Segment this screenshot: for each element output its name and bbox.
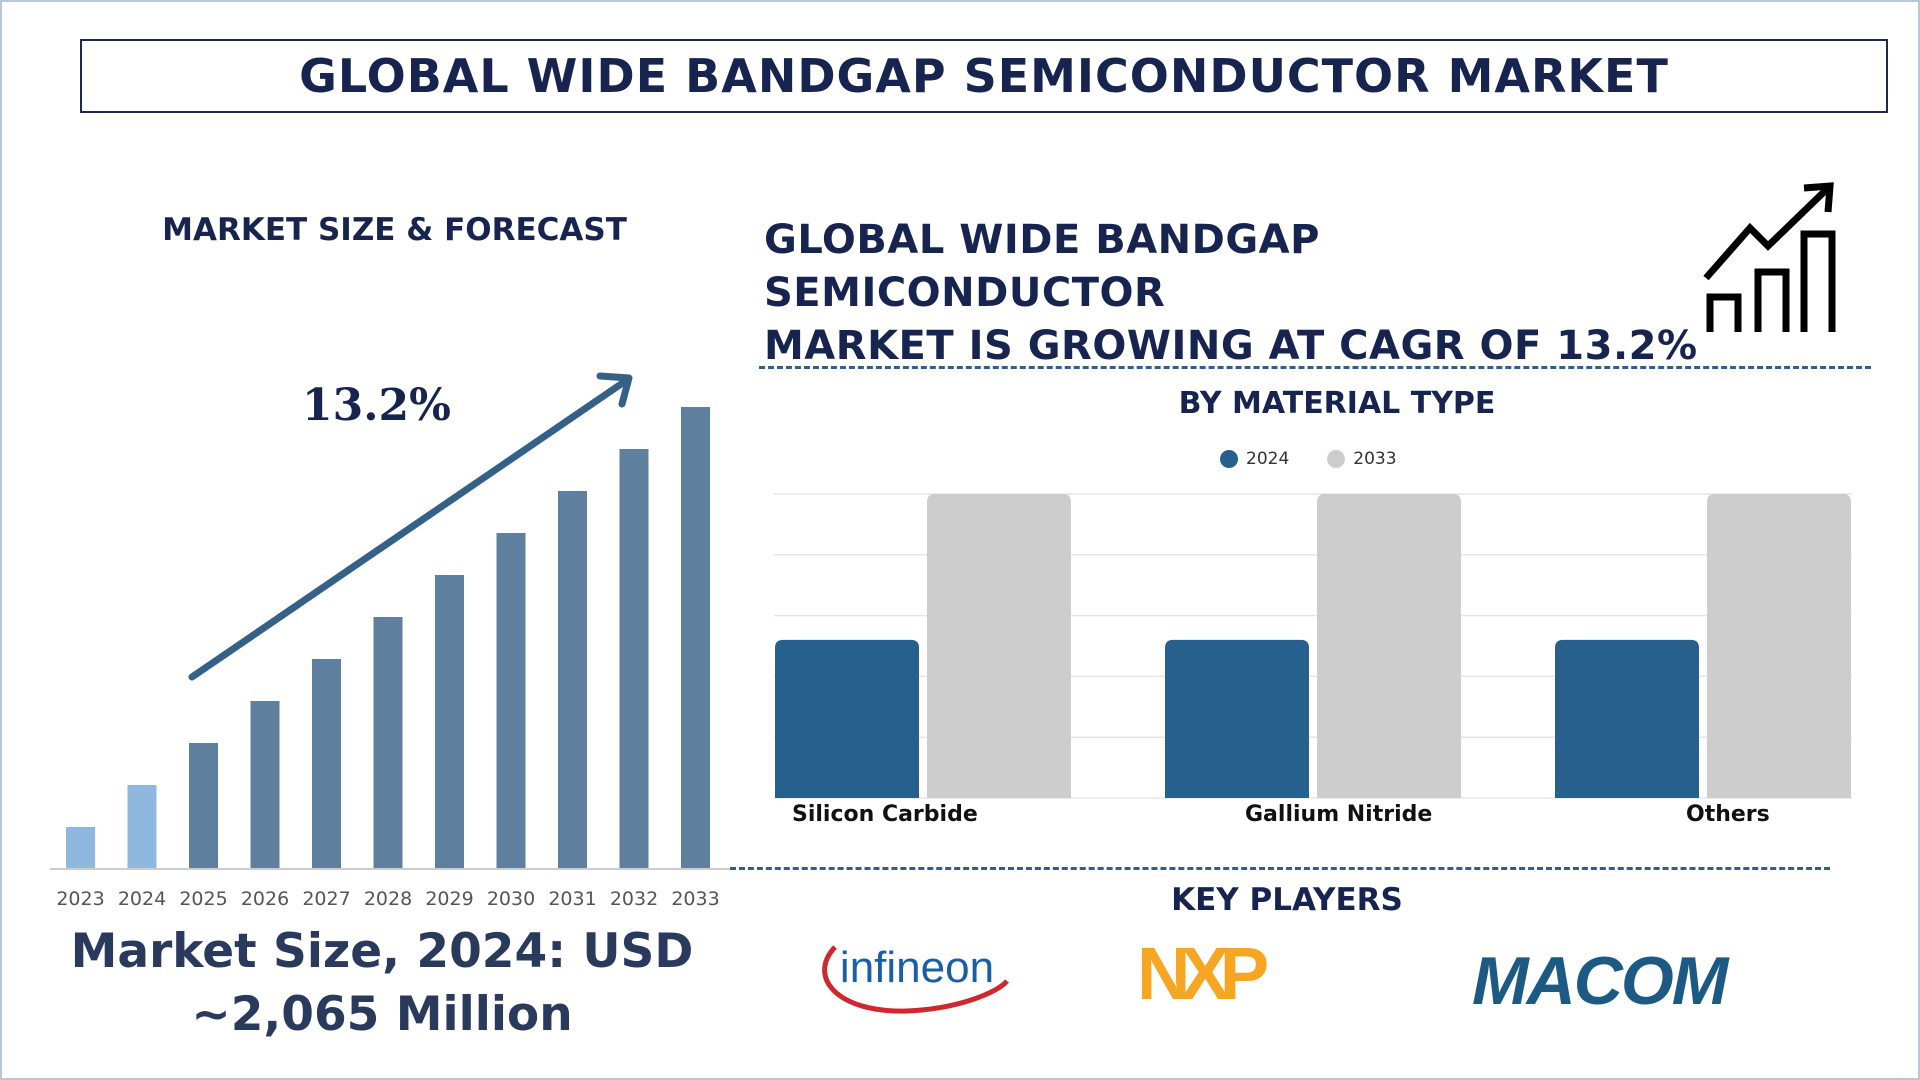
forecast-year-label: 2028 [364, 888, 412, 910]
infineon-logo: infineon [822, 943, 1009, 1014]
forecast-year-label: 2026 [241, 888, 289, 910]
legend-item-2033: 2033 [1327, 449, 1397, 469]
growth-arrow [188, 376, 631, 681]
forecast-bar-2023 [66, 827, 95, 869]
category-label-silicon-carbide: Silicon Carbide [792, 802, 978, 827]
forecast-year-label: 2030 [487, 888, 535, 910]
bar-silicon-carbide-2033 [927, 494, 1071, 798]
macom-logo-text: MACOM [1472, 947, 1730, 1009]
category-label-others: Others [1686, 802, 1770, 827]
forecast-year-label: 2032 [610, 888, 658, 910]
legend-label-2024: 2024 [1246, 449, 1290, 469]
forecast-bar-2030 [496, 533, 526, 869]
forecast-bar-2024 [127, 785, 157, 869]
page-title: GLOBAL WIDE BANDGAP SEMICONDUCTOR MARKET [299, 49, 1669, 103]
infineon-logo-text: infineon [840, 943, 994, 992]
nxp-logo-text: NXP [1137, 937, 1267, 1009]
legend-label-2033: 2033 [1353, 449, 1397, 469]
cagr-headline: GLOBAL WIDE BANDGAP SEMICONDUCTOR MARKET… [764, 214, 1714, 373]
forecast-bar-2026 [250, 701, 280, 869]
market-size-line-2: ~2,065 Million [191, 987, 573, 1042]
forecast-bar-2033 [681, 407, 710, 869]
divider-top [759, 366, 1871, 369]
category-label-gallium-nitride: Gallium Nitride [1245, 802, 1433, 827]
forecast-year-label: 2031 [548, 888, 596, 910]
cagr-label: 13.2% [302, 380, 451, 431]
material-chart-title: BY MATERIAL TYPE [1178, 386, 1496, 421]
growth-chart-icon [1703, 182, 1836, 332]
forecast-bar-2029 [435, 575, 464, 869]
forecast-bar-2032 [619, 449, 649, 869]
forecast-bar-2028 [373, 617, 403, 869]
bar-others-2033 [1707, 494, 1851, 798]
macom-logo: MACOM [1472, 947, 1732, 1009]
forecast-bar-2025 [189, 743, 218, 869]
chart-legend: 2024 2033 [1220, 449, 1435, 469]
forecast-year-label: 2027 [302, 888, 350, 910]
divider-bottom [730, 867, 1830, 870]
bar-silicon-carbide-2024 [775, 639, 919, 798]
headline-line-1: GLOBAL WIDE BANDGAP SEMICONDUCTOR [764, 217, 1320, 316]
bar-gallium-nitride-2033 [1317, 494, 1461, 798]
legend-dot-2033 [1327, 450, 1346, 468]
legend-dot-2024 [1220, 450, 1238, 468]
bar-gallium-nitride-2024 [1165, 639, 1309, 798]
legend-item-2024: 2024 [1220, 449, 1289, 469]
growth-arrow-head [596, 372, 633, 408]
forecast-heading: MARKET SIZE & FORECAST [162, 212, 627, 248]
key-players-title: KEY PLAYERS [1171, 882, 1403, 918]
forecast-year-label: 2029 [425, 888, 473, 910]
forecast-year-label: 2033 [671, 888, 719, 910]
bar-others-2024 [1555, 639, 1699, 798]
material-chart [774, 493, 1852, 799]
nxp-logo: NXP [1137, 937, 1277, 1009]
forecast-year-label: 2025 [179, 888, 227, 910]
forecast-bar-2027 [312, 659, 341, 869]
market-size-line-1: Market Size, 2024: USD [70, 924, 694, 979]
forecast-chart: 2023 2024 2025 2026 2027 2028 2029 2030 2031 2032… [50, 372, 732, 910]
forecast-bar-2031 [558, 491, 587, 869]
title-box: GLOBAL WIDE BANDGAP SEMICONDUCTOR MARKET [80, 39, 1888, 113]
forecast-year-label: 2024 [118, 888, 166, 910]
forecast-year-label: 2023 [56, 888, 104, 910]
market-size-text: Market Size, 2024: USD ~2,065 Million [42, 920, 722, 1046]
headline-line-2: MARKET IS GROWING AT CAGR OF 13.2% [764, 323, 1698, 369]
